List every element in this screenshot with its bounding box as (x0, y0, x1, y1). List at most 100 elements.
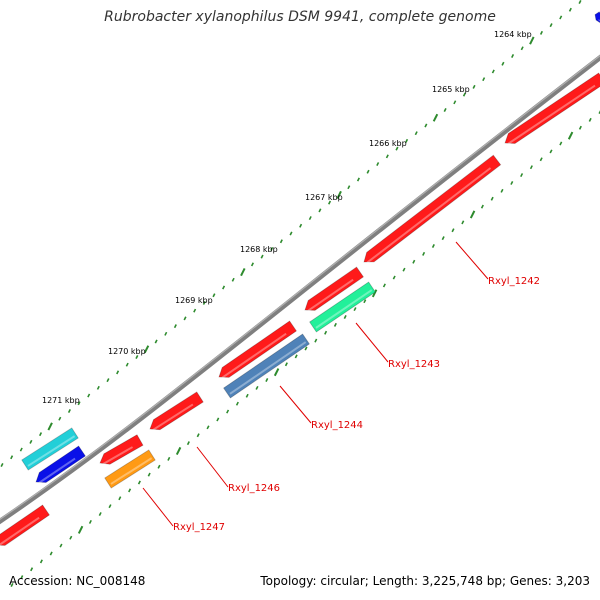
gene-arrow-1242[interactable] (504, 72, 600, 144)
tick-mark (98, 512, 102, 517)
tick-mark (135, 354, 139, 359)
tick-mark (314, 338, 318, 343)
gene-arrow-1243[interactable] (309, 281, 376, 333)
gene-highlight (366, 167, 492, 264)
tick-mark (265, 378, 269, 383)
accession-text: Accession: NC_008148 (9, 574, 146, 588)
tick-mark (376, 162, 380, 167)
tick-mark (511, 54, 515, 58)
gene-arrow-1244a[interactable] (218, 320, 297, 378)
tick-mark (366, 169, 370, 174)
tick-mark (67, 409, 71, 413)
tick-mark (304, 346, 308, 351)
tick-mark (324, 330, 328, 335)
tick-mark (10, 455, 14, 460)
tick-mark (96, 385, 100, 390)
gene-arrow-1243a[interactable] (304, 266, 364, 311)
gene-arrow-1242b[interactable] (363, 154, 502, 263)
tick-mark (10, 583, 14, 587)
scale-label: 1267 kbp (305, 193, 343, 202)
tick-mark (39, 559, 43, 564)
tick-mark (395, 146, 399, 151)
tick-mark (568, 7, 572, 12)
gene-label[interactable]: Rxyl_1244 (311, 420, 363, 431)
gene-highlight (0, 516, 40, 546)
gene-highlight (38, 457, 76, 484)
tick-mark (49, 551, 53, 556)
tick-mark (578, 125, 582, 130)
tick-mark (343, 314, 347, 319)
tick-mark (289, 231, 293, 236)
gene-arrow-1247a[interactable] (99, 434, 144, 465)
gene-highlight (315, 289, 373, 329)
gene-highlight (507, 84, 596, 145)
tick-mark (490, 196, 494, 201)
scale-label: 1268 kbp (240, 245, 278, 254)
tick-mark (29, 439, 33, 444)
tick-mark (371, 289, 378, 298)
tick-mark (88, 519, 92, 524)
tick-mark (260, 254, 264, 259)
gene-arrow-cyan[interactable] (21, 427, 79, 471)
tick-mark (235, 401, 239, 406)
tick-mark (47, 422, 53, 431)
tick-mark (193, 308, 197, 313)
tick-mark (385, 154, 389, 159)
tick-mark (39, 432, 43, 437)
scale-label: 1266 kbp (369, 139, 407, 148)
tick-mark (231, 277, 235, 282)
tick-mark (216, 417, 220, 422)
tick-mark (125, 362, 129, 367)
gene-label[interactable]: Rxyl_1243 (388, 359, 440, 370)
scale-label: 1264 kbp (494, 30, 532, 39)
tick-mark (128, 488, 132, 493)
tick-mark (578, 0, 582, 4)
gene-highlight (110, 457, 153, 485)
tick-mark (461, 220, 465, 225)
gene-arrow-blue[interactable] (35, 445, 86, 483)
tick-mark (491, 69, 495, 74)
tick-mark (363, 299, 367, 304)
tick-mark (462, 92, 466, 97)
tick-mark (432, 113, 439, 122)
scale-label: 1269 kbp (175, 296, 213, 305)
tick-mark (441, 236, 445, 241)
tick-mark (328, 200, 332, 205)
tick-mark (353, 307, 357, 312)
tick-mark (255, 385, 259, 390)
tick-mark (175, 446, 182, 456)
tick-mark (20, 575, 24, 580)
tick-mark (202, 300, 206, 305)
tick-mark (186, 441, 190, 446)
tick-mark (588, 117, 592, 122)
tick-mark (308, 216, 312, 221)
tick-mark (333, 322, 337, 327)
tick-mark (549, 23, 553, 28)
tick-mark (469, 210, 476, 219)
tick-mark (137, 480, 141, 485)
gene-label[interactable]: Rxyl_1246 (228, 483, 280, 494)
gene-label[interactable]: Rxyl_1247 (173, 522, 225, 533)
gene-arrow-1247[interactable] (104, 449, 156, 489)
tick-mark (222, 285, 226, 290)
tick-mark (405, 138, 409, 143)
tick-mark (422, 251, 426, 256)
tick-mark (279, 239, 283, 244)
gene-arrow-1244[interactable] (223, 333, 310, 399)
gene-arrow-topright[interactable] (594, 11, 600, 24)
tick-mark (77, 525, 84, 534)
tick-mark (431, 244, 435, 248)
tick-mark (273, 368, 280, 377)
tick-mark (69, 535, 73, 540)
tick-mark (451, 228, 455, 233)
gene-arrow-left[interactable] (0, 504, 50, 546)
tick-mark (77, 401, 81, 406)
gene-arrow-1246a[interactable] (149, 391, 204, 431)
tick-mark (529, 36, 535, 45)
tick-mark (212, 293, 216, 298)
tick-mark (347, 185, 351, 190)
gene-label[interactable]: Rxyl_1242 (488, 276, 540, 287)
tick-mark (284, 362, 288, 367)
tick-mark (402, 267, 406, 272)
